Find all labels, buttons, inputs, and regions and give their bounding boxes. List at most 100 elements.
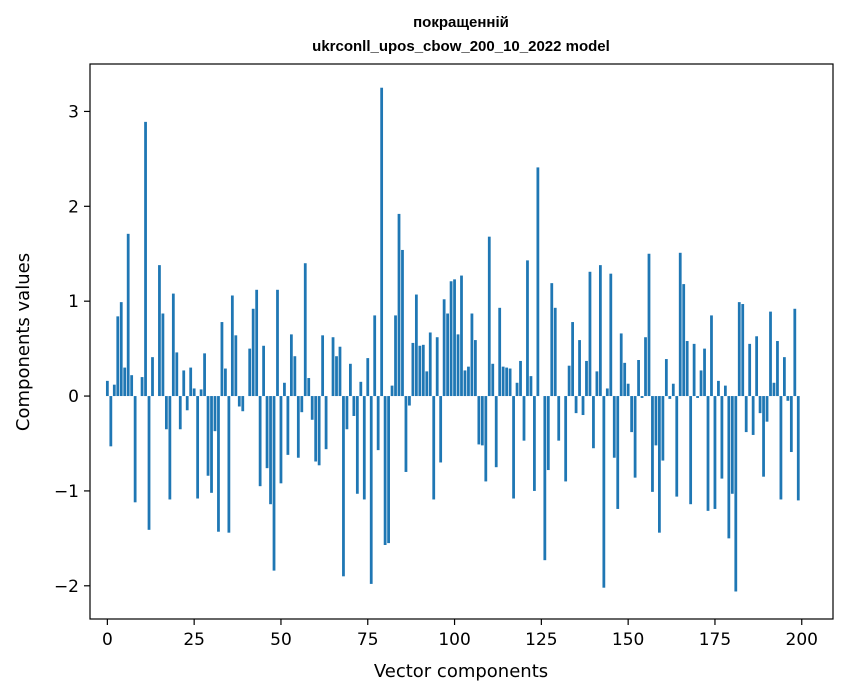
x-tick-label: 175 xyxy=(699,630,731,650)
bar xyxy=(623,362,627,397)
bar xyxy=(474,340,477,397)
bar xyxy=(550,283,554,397)
bar xyxy=(546,396,550,471)
y-tick-label: 0 xyxy=(68,387,79,407)
bar xyxy=(230,295,234,397)
bar xyxy=(706,396,710,511)
bar xyxy=(300,396,304,413)
bar xyxy=(411,342,415,397)
bar xyxy=(793,308,797,397)
bar xyxy=(387,396,390,544)
y-tick-label: 2 xyxy=(68,197,79,217)
bar xyxy=(369,396,373,584)
bar xyxy=(588,271,592,397)
bar xyxy=(491,363,495,397)
bar xyxy=(335,356,338,397)
bar xyxy=(734,396,738,592)
bar xyxy=(581,396,585,416)
x-axis-label: Vector components xyxy=(374,661,548,682)
bar xyxy=(723,385,727,397)
bar xyxy=(175,352,179,397)
bar xyxy=(595,371,599,397)
y-axis-label: Components values xyxy=(13,253,34,431)
bar xyxy=(779,396,783,500)
bar xyxy=(151,357,154,397)
bar xyxy=(796,396,800,501)
bar xyxy=(178,396,182,430)
bar xyxy=(713,396,717,509)
bar xyxy=(324,396,328,450)
bar xyxy=(425,371,429,397)
bar xyxy=(390,385,394,397)
bar xyxy=(217,396,220,532)
chart-subtitle: ukrconll_upos_cbow_200_10_2022 model xyxy=(312,38,610,55)
bar xyxy=(373,315,377,397)
bar xyxy=(602,396,606,588)
bar xyxy=(140,377,144,397)
bar xyxy=(484,396,488,482)
bar xyxy=(640,396,644,398)
x-tick-label: 25 xyxy=(183,630,205,650)
bar xyxy=(647,253,651,397)
bar xyxy=(279,396,283,484)
bar xyxy=(789,396,793,453)
bar xyxy=(480,396,484,446)
bar xyxy=(349,363,352,397)
bar xyxy=(522,396,526,441)
bar xyxy=(664,359,668,397)
bar xyxy=(404,396,408,472)
bar xyxy=(352,396,356,416)
bar xyxy=(397,213,401,397)
bar xyxy=(494,396,498,468)
bar xyxy=(605,388,609,397)
bar xyxy=(682,284,686,397)
bar xyxy=(637,360,640,397)
bar xyxy=(567,365,571,397)
bar xyxy=(737,302,741,397)
bar xyxy=(463,370,467,397)
x-tick-label: 150 xyxy=(612,630,644,650)
bar xyxy=(255,289,259,397)
bar xyxy=(703,348,706,397)
bar xyxy=(467,366,470,397)
bar xyxy=(574,396,578,414)
bar xyxy=(564,396,568,482)
bar xyxy=(765,396,769,422)
bar xyxy=(192,388,196,397)
bar xyxy=(380,87,384,397)
bar xyxy=(786,396,790,401)
bar xyxy=(727,396,731,539)
bar xyxy=(421,344,425,397)
plot-frame xyxy=(89,63,834,620)
bar xyxy=(269,396,272,505)
bar xyxy=(130,375,134,397)
bar xyxy=(144,121,147,397)
y-axis-ticks: −2 −1 0 1 2 3 xyxy=(54,102,90,597)
bar xyxy=(224,368,227,397)
bar xyxy=(414,294,418,397)
y-tick-label: −2 xyxy=(54,577,79,597)
bar xyxy=(498,307,502,397)
bar xyxy=(442,299,446,397)
bar xyxy=(536,167,540,397)
bar xyxy=(435,337,439,397)
bar xyxy=(776,341,779,397)
bar xyxy=(533,396,536,491)
bar xyxy=(293,356,297,397)
bar xyxy=(310,396,314,420)
bar xyxy=(730,396,734,494)
bar xyxy=(668,396,672,399)
bar xyxy=(345,396,349,430)
bar xyxy=(619,333,623,397)
bar xyxy=(265,396,269,469)
bar xyxy=(227,396,231,533)
bar xyxy=(147,396,151,530)
bar xyxy=(598,265,602,397)
bar xyxy=(196,396,200,499)
bar xyxy=(237,396,241,407)
chart-title: покращенній xyxy=(413,14,509,31)
bar xyxy=(105,380,109,397)
bar xyxy=(741,304,745,397)
bar xyxy=(699,370,703,397)
bar xyxy=(289,334,293,397)
